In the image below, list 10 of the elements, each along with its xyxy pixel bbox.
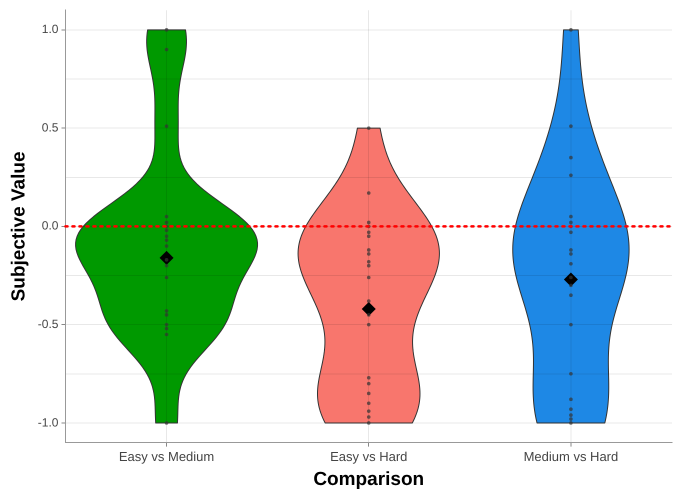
y-tick-label: 0.5 [42,120,59,134]
x-tick-label: Easy vs Medium [118,448,214,464]
y-tick-label: 0.0 [42,218,59,233]
y-tick-label: -0.5 [38,316,59,331]
x-axis-title: Comparison [313,468,424,490]
y-tick-label: 1.0 [42,22,59,36]
y-axis-title: Subjective Value [8,151,30,302]
x-tick-label: Easy vs Hard [330,448,408,464]
y-tick-label: -1.0 [38,415,59,430]
x-tick-label: Medium vs Hard [524,448,618,464]
